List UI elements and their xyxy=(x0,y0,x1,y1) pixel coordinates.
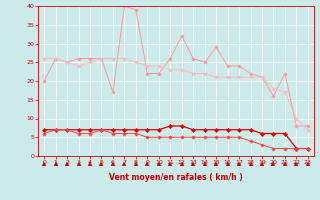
X-axis label: Vent moyen/en rafales ( km/h ): Vent moyen/en rafales ( km/h ) xyxy=(109,174,243,183)
